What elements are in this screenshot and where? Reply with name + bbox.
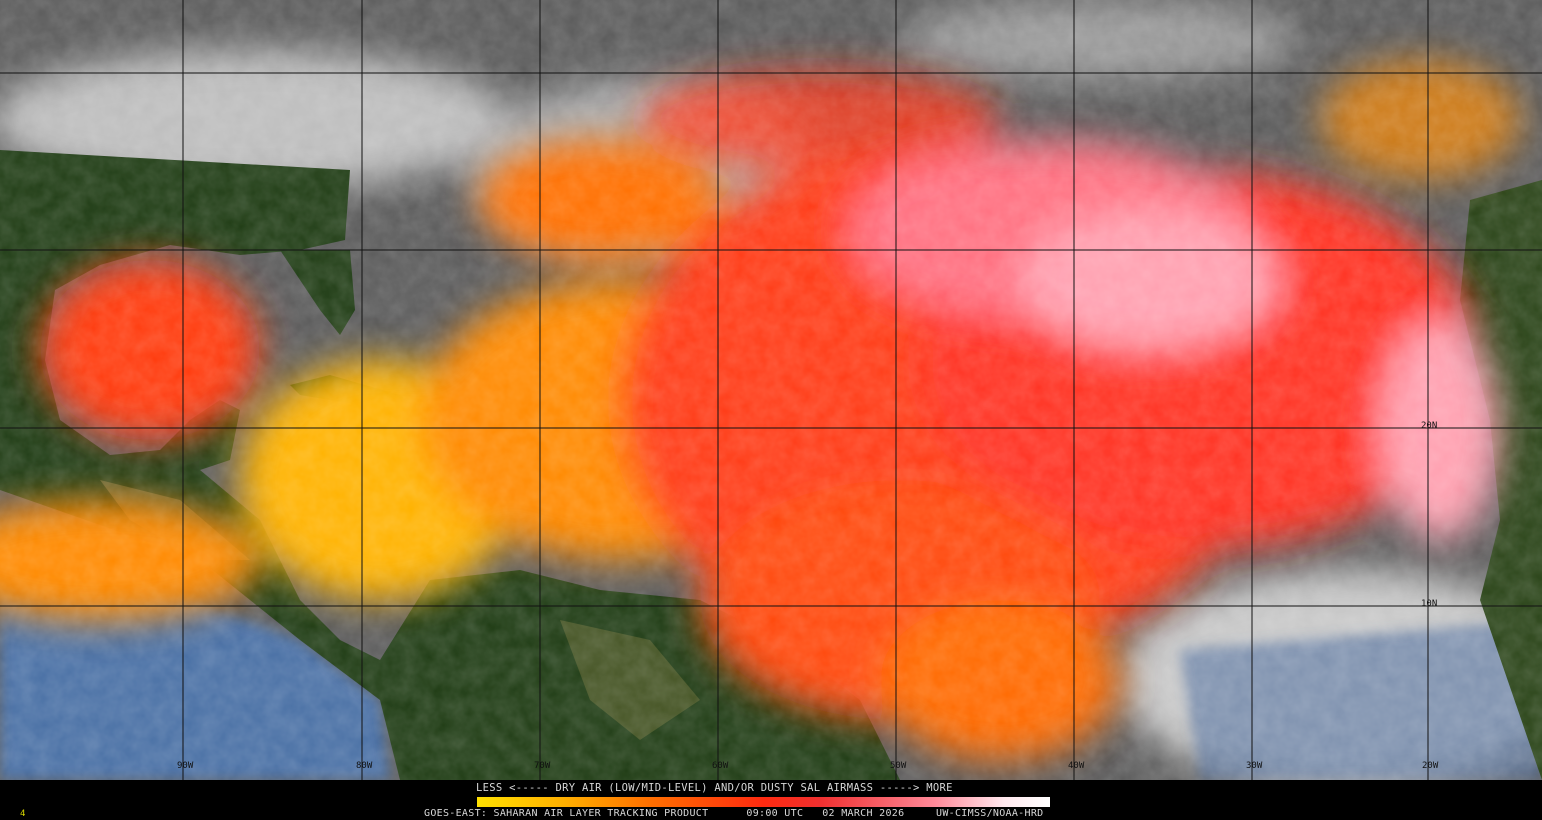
longitude-label: 30W (1246, 761, 1263, 771)
lat-lon-grid (0, 0, 1542, 780)
grid-labels: 90W 80W 70W 60W 50W 40W 30W 20W 20N 10N (177, 421, 1439, 771)
credit: UW-CIMSS/NOAA-HRD (936, 808, 1044, 819)
product-name: GOES-EAST: SAHARAN AIR LAYER TRACKING PR… (424, 808, 709, 819)
satellite-map: 90W 80W 70W 60W 50W 40W 30W 20W 20N 10N (0, 0, 1542, 780)
texture (0, 0, 1542, 780)
longitude-label: 60W (712, 761, 729, 771)
frame-number: 4 (20, 809, 26, 819)
longitude-label: 40W (1068, 761, 1085, 771)
observation-date: 02 MARCH 2026 (822, 808, 905, 819)
observation-time: 09:00 UTC (746, 808, 804, 819)
latitude-label: 20N (1421, 421, 1437, 431)
longitude-label: 80W (356, 761, 373, 771)
longitude-label: 90W (177, 761, 194, 771)
longitude-label: 70W (534, 761, 551, 771)
longitude-label: 50W (890, 761, 907, 771)
legend-title: LESS <----- DRY AIR (LOW/MID-LEVEL) AND/… (476, 782, 953, 794)
color-scale-gradient (477, 797, 1050, 807)
product-info: GOES-EAST: SAHARAN AIR LAYER TRACKING PR… (424, 808, 1043, 819)
legend-bar: LESS <----- DRY AIR (LOW/MID-LEVEL) AND/… (0, 780, 1542, 820)
longitude-label: 20W (1422, 761, 1439, 771)
latitude-label: 10N (1421, 599, 1437, 609)
